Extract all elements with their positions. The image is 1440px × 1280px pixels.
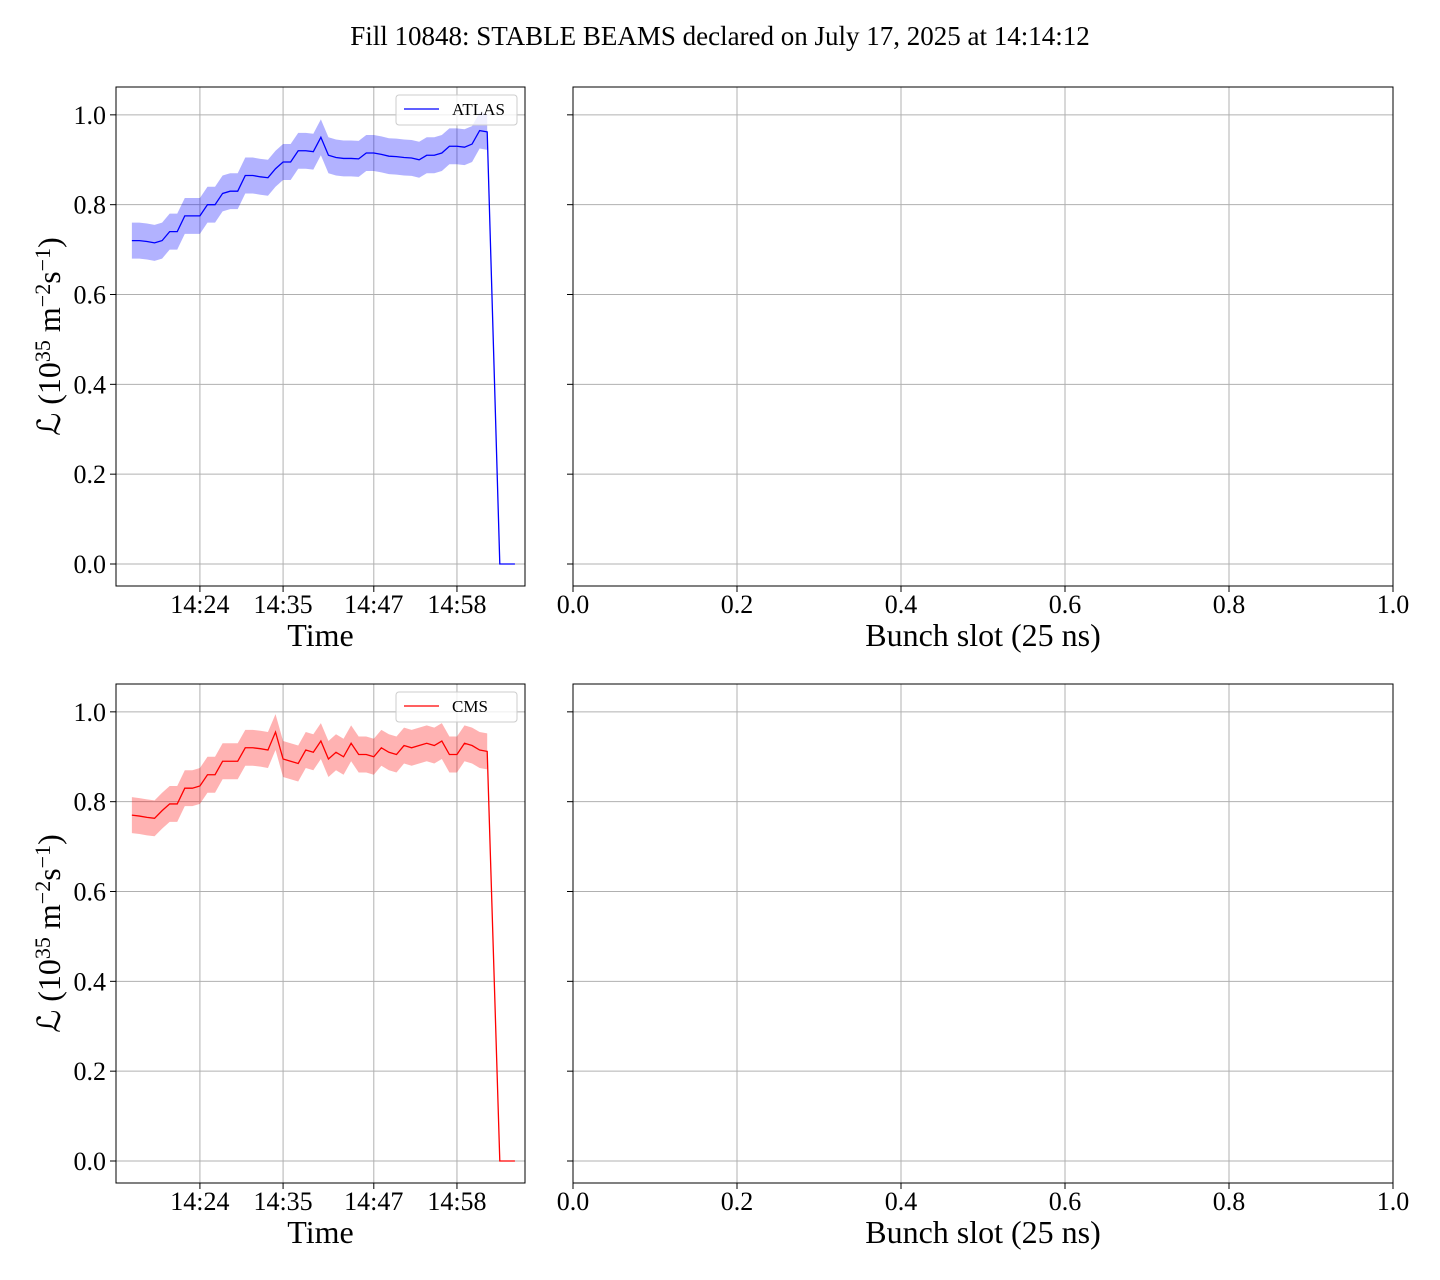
y-label-part: m	[31, 307, 67, 340]
y-tick-label: 0.8	[74, 788, 107, 817]
y-label-part: s	[31, 271, 67, 283]
data-line	[131, 730, 515, 1162]
x-tick-label: 0.6	[1049, 1187, 1082, 1216]
x-tick-label: 0.4	[885, 590, 918, 619]
axes-frame	[572, 683, 1394, 1184]
x-tick-label: 1.0	[1377, 590, 1410, 619]
error-band	[131, 112, 488, 261]
y-tick-label: 0.4	[74, 967, 107, 996]
x-tick-label: 0.2	[721, 1187, 754, 1216]
y-tick-label: 0.6	[74, 281, 107, 310]
axes: 14:24 14:35 14:47 14:58 0.0 0.2 0.4 0.6 0.8 1.0 Ti…	[30, 86, 526, 653]
x-tick-label: 0.0	[557, 1187, 590, 1216]
y-axis-label: ℒ (1035 m−2s−1)	[30, 237, 67, 436]
y-axis-label: ℒ (1035 m−2s−1)	[30, 834, 67, 1033]
figure-title: Fill 10848: STABLE BEAMS declared on Jul…	[350, 21, 1090, 51]
y-label-superscript: −1	[30, 248, 55, 271]
y-tick-label: 0.2	[74, 1057, 107, 1086]
x-tick-label: 0.0	[557, 590, 590, 619]
x-tick-label: 14:58	[427, 1187, 486, 1216]
x-tick-label: 0.4	[885, 1187, 918, 1216]
y-label-superscript: −2	[30, 284, 55, 307]
y-label-superscript: −1	[30, 845, 55, 868]
x-tick-label: 14:35	[253, 590, 312, 619]
y-label-superscript: 35	[30, 340, 55, 362]
y-tick-label: 0.8	[74, 191, 107, 220]
y-tick-label: 0.2	[74, 460, 107, 489]
x-axis-label: Time	[287, 1214, 353, 1250]
y-label-superscript: 35	[30, 937, 55, 959]
axes: 0.0 0.2 0.4 0.6 0.8 1.0 Bunch slot (25 ns)	[557, 683, 1410, 1250]
y-label-part: ℒ (10	[31, 362, 67, 436]
x-axis-label: Bunch slot (25 ns)	[865, 1214, 1101, 1250]
y-tick-label: 0.4	[74, 370, 107, 399]
axes-frame	[115, 683, 526, 1184]
x-tick-label: 0.8	[1213, 1187, 1246, 1216]
y-tick-label: 1.0	[74, 698, 107, 727]
x-axis-label: Bunch slot (25 ns)	[865, 617, 1101, 653]
y-label-part: ℒ (10	[31, 959, 67, 1033]
axes: 14:24 14:35 14:47 14:58 0.0 0.2 0.4 0.6 0.8 1.0 Ti…	[30, 683, 526, 1250]
legend-box	[395, 94, 518, 126]
x-tick-label: 14:47	[344, 1187, 403, 1216]
x-axis-label: Time	[287, 617, 353, 653]
y-tick-label: 0.6	[74, 878, 107, 907]
data-line	[131, 129, 515, 565]
x-tick-label: 0.2	[721, 590, 754, 619]
x-tick-label: 0.6	[1049, 590, 1082, 619]
axes-frame	[572, 86, 1394, 587]
x-tick-label: 0.8	[1213, 590, 1246, 619]
axes: 0.0 0.2 0.4 0.6 0.8 1.0 Bunch slot (25 ns)	[557, 86, 1410, 653]
legend-box	[395, 691, 518, 723]
y-tick-label: 1.0	[74, 101, 107, 130]
y-label-part: s	[31, 868, 67, 880]
y-label-part: m	[31, 904, 67, 937]
y-tick-label: 0.0	[74, 1147, 107, 1176]
x-tick-label: 1.0	[1377, 1187, 1410, 1216]
legend-label: ATLAS	[452, 100, 505, 119]
y-label-superscript: −2	[30, 881, 55, 904]
x-tick-label: 14:24	[170, 590, 229, 619]
y-tick-label: 0.0	[74, 550, 107, 579]
x-tick-label: 14:24	[170, 1187, 229, 1216]
x-tick-label: 14:58	[427, 590, 486, 619]
x-tick-label: 14:47	[344, 590, 403, 619]
x-tick-label: 14:35	[253, 1187, 312, 1216]
y-label-part: )	[31, 834, 67, 845]
legend-label: CMS	[452, 697, 488, 716]
y-label-part: )	[31, 237, 67, 248]
axes-frame	[115, 86, 526, 587]
error-band	[131, 714, 488, 837]
